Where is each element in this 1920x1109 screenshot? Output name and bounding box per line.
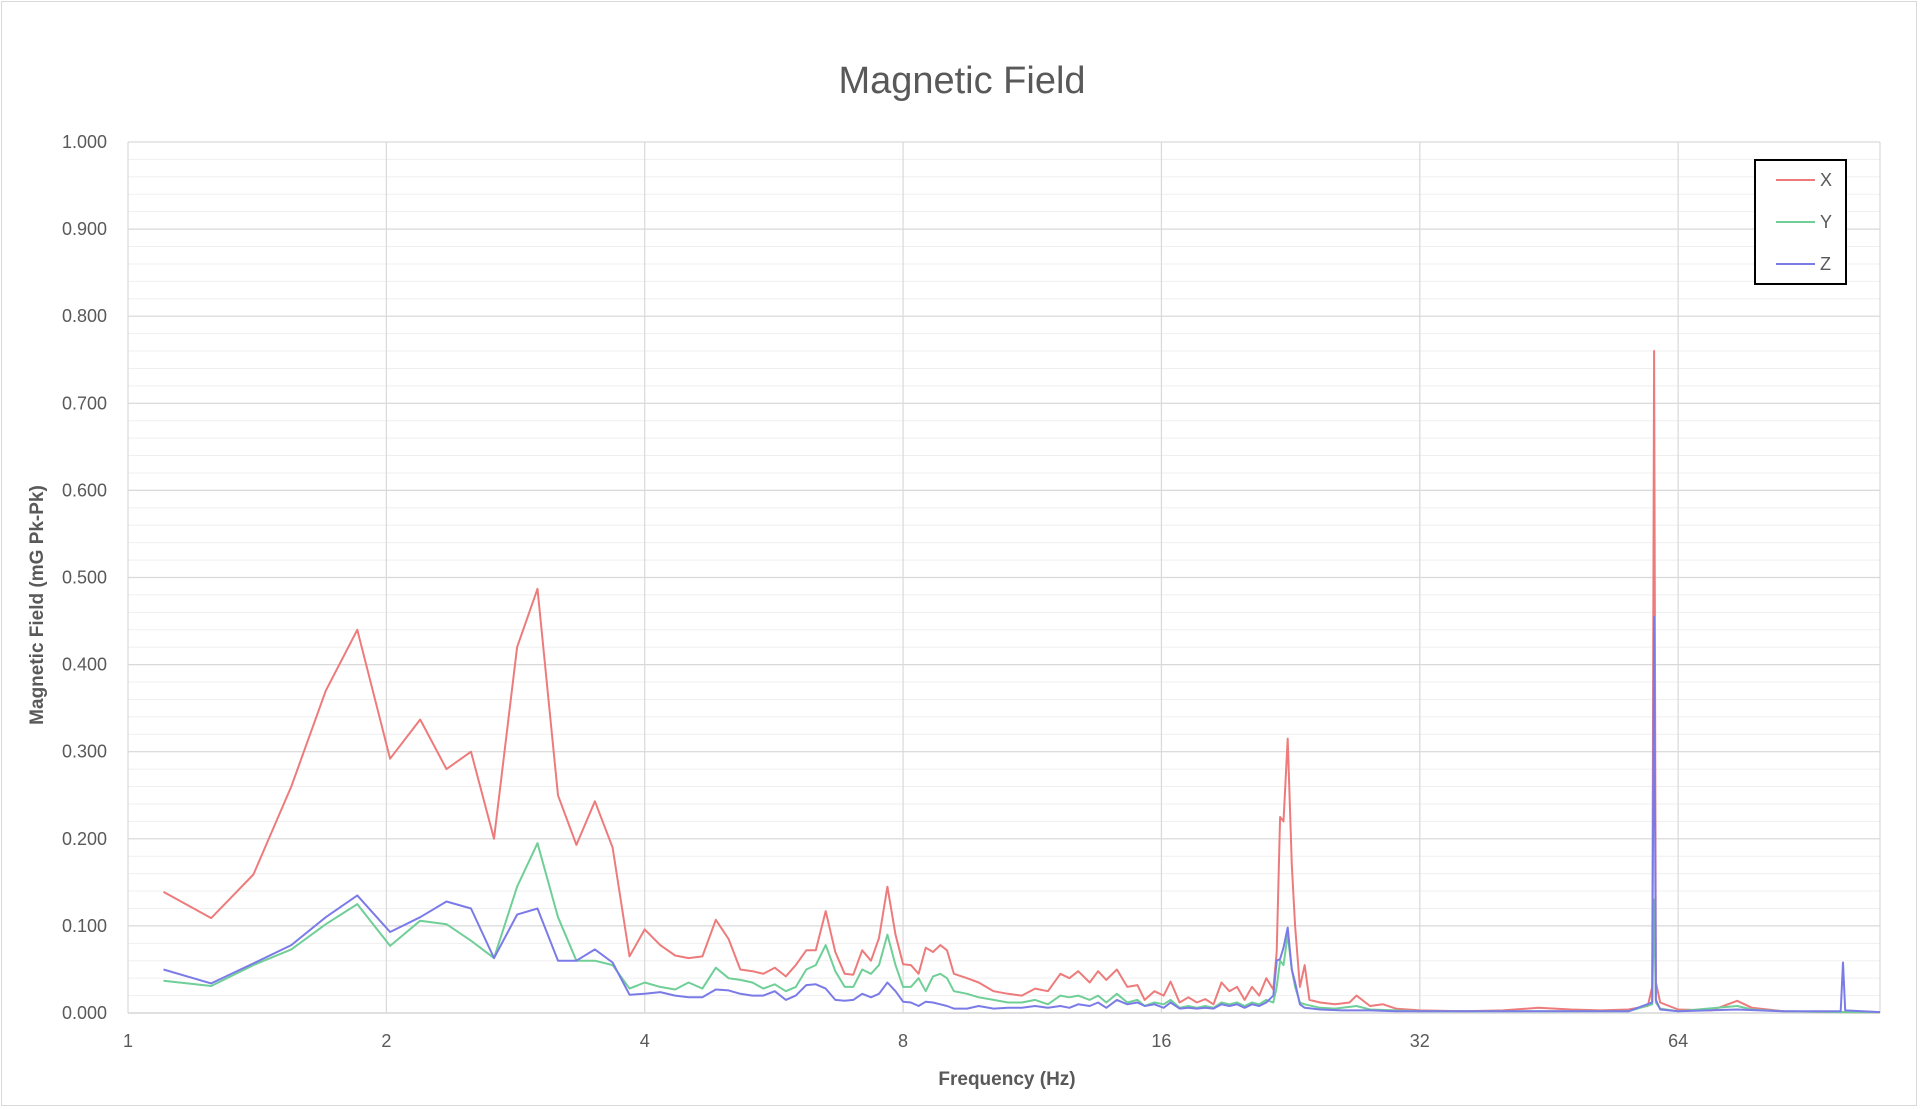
axes: 0.000 0.100 0.200 0.300 0.400 0.500 0.600 0.700… bbox=[62, 132, 1880, 1051]
legend-label-y: Y bbox=[1820, 212, 1832, 232]
legend-label-x: X bbox=[1820, 170, 1832, 190]
y-tick-label: 0.200 bbox=[62, 829, 107, 849]
x-tick-label: 8 bbox=[898, 1031, 908, 1051]
y-tick-label: 0.500 bbox=[62, 568, 107, 588]
x-axis-title: Frequency (Hz) bbox=[938, 1069, 1075, 1090]
x-tick-label: 64 bbox=[1668, 1031, 1688, 1051]
y-tick-label: 0.800 bbox=[62, 306, 107, 326]
series-lines bbox=[163, 350, 1881, 1014]
chart-title: Magnetic Field bbox=[838, 60, 1085, 102]
x-tick-label: 2 bbox=[381, 1031, 391, 1051]
y-tick-label: 0.000 bbox=[62, 1003, 107, 1023]
x-tick-label: 1 bbox=[123, 1031, 133, 1051]
series-line-y bbox=[163, 842, 1880, 1014]
y-tick-label: 0.300 bbox=[62, 742, 107, 762]
y-tick-label: 0.600 bbox=[62, 480, 107, 500]
y-tick-label: 0.900 bbox=[62, 219, 107, 239]
series-line-z bbox=[163, 615, 1881, 1014]
y-tick-label: 0.700 bbox=[62, 393, 107, 413]
y-tick-label: 0.400 bbox=[62, 655, 107, 675]
series-line-x bbox=[163, 350, 1880, 1014]
grid bbox=[127, 141, 1881, 1014]
x-tick-label: 32 bbox=[1410, 1031, 1430, 1051]
x-tick-label: 16 bbox=[1151, 1031, 1171, 1051]
legend: X Y Z bbox=[1754, 159, 1847, 285]
y-tick-label: 0.100 bbox=[62, 916, 107, 936]
y-tick-label: 1.000 bbox=[62, 132, 107, 152]
legend-label-z: Z bbox=[1820, 254, 1831, 274]
y-axis-title: Magnetic Field (mG Pk-Pk) bbox=[27, 485, 48, 725]
x-tick-label: 4 bbox=[640, 1031, 650, 1051]
